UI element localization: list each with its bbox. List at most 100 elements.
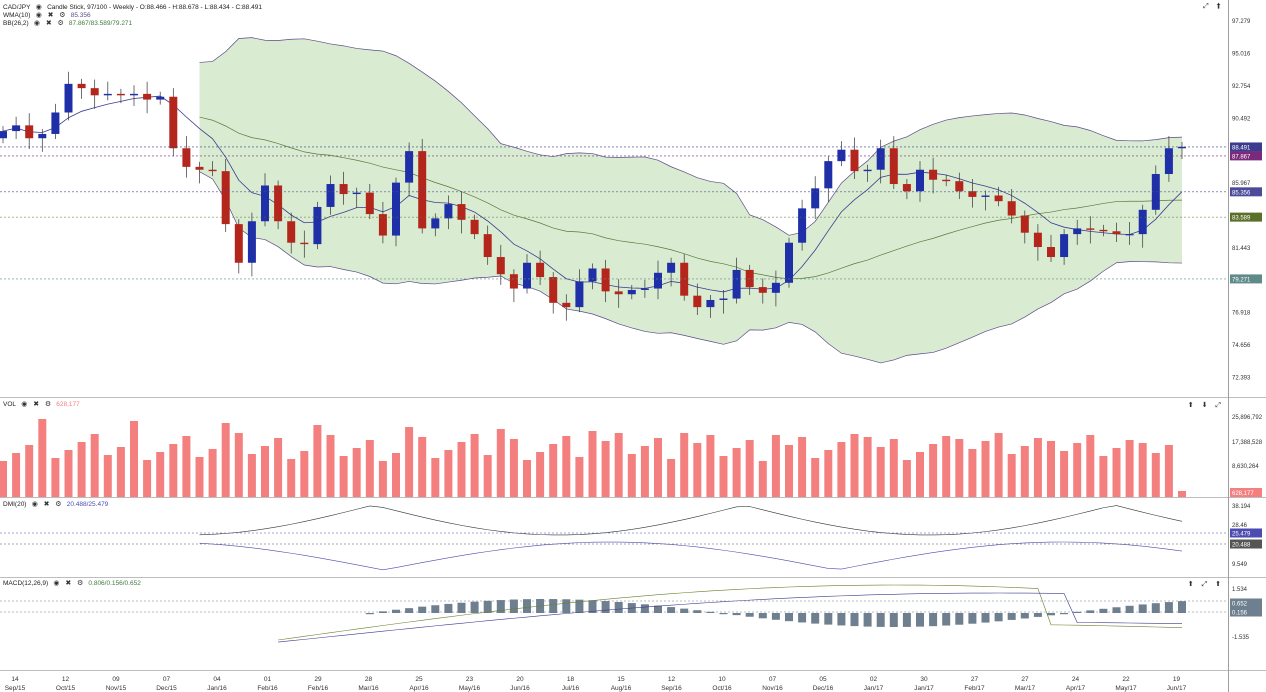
gear-icon[interactable]: ⚙	[44, 401, 52, 408]
bollinger-band-fill	[199, 37, 1182, 363]
x-axis-day-label: 28	[365, 676, 373, 683]
x-axis-month-label: Oct/16	[712, 685, 732, 692]
price-badge-label: 88.491	[1232, 145, 1251, 151]
volume-bar	[837, 442, 846, 497]
macd-histogram-bar	[1138, 604, 1147, 613]
candle	[876, 148, 885, 170]
candle	[667, 262, 676, 273]
volume-bar	[654, 438, 662, 497]
visibility-eye-icon[interactable]: ◉	[35, 12, 42, 19]
candle	[274, 185, 283, 222]
pane-controls-vol[interactable]: ⬆ ⬇ ⤢	[1187, 402, 1224, 409]
volume-bar	[745, 440, 754, 497]
volume-tick-label: 25,896,792	[1232, 415, 1263, 421]
volume-bar	[1138, 443, 1147, 497]
x-axis-month-label: Jun/16	[510, 685, 530, 692]
macd-pane[interactable]	[0, 578, 1266, 671]
candle	[837, 149, 846, 162]
visibility-eye-icon[interactable]: ◉	[33, 20, 41, 27]
close-icon[interactable]: ✖	[33, 401, 40, 408]
volume-bar	[64, 450, 73, 497]
x-axis-month-label: Sep/15	[5, 685, 26, 692]
gear-icon[interactable]: ⚙	[55, 501, 62, 508]
candle	[169, 96, 178, 149]
x-axis-day-label: 25	[415, 676, 423, 683]
macd-histogram-bar	[942, 613, 951, 626]
price-pane[interactable]	[0, 0, 1266, 398]
x-axis-month-label: Apr/17	[1066, 685, 1086, 692]
volume-bar	[352, 448, 361, 497]
price-badge	[1230, 142, 1262, 152]
gear-icon[interactable]: ⚙	[76, 580, 84, 587]
candle	[509, 274, 518, 289]
dmi-value: 20.488/25.479	[66, 501, 109, 508]
price-tick-label: 92.754	[1232, 84, 1251, 90]
volume-bar	[850, 434, 859, 497]
dmi-label: DMI(20)	[3, 501, 27, 508]
candle	[549, 277, 558, 303]
macd-histogram-bar	[771, 613, 780, 620]
volume-bar	[902, 460, 911, 497]
candle	[1151, 174, 1160, 210]
volume-bar	[785, 445, 793, 497]
x-axis-month-label: Dec/16	[813, 685, 834, 692]
volume-bar	[889, 439, 898, 497]
volume-bar	[221, 423, 230, 497]
candle	[261, 185, 269, 222]
macd-badge-label: 0.156	[1232, 611, 1248, 617]
wma-value: 85.356	[70, 12, 91, 19]
price-badge-label: 85.356	[1232, 190, 1251, 196]
candle	[1164, 148, 1173, 175]
macd-histogram-bar	[745, 613, 754, 617]
macd-histogram-bar	[693, 610, 702, 613]
candle	[798, 208, 807, 243]
close-icon[interactable]: ✖	[43, 501, 50, 508]
pane-controls-macd[interactable]: ⬆ ⤢ ⬆	[1187, 581, 1224, 588]
close-icon[interactable]: ✖	[45, 20, 52, 27]
close-icon[interactable]: ✖	[65, 580, 72, 587]
candle	[1138, 209, 1147, 235]
macd-histogram-bar	[1178, 601, 1186, 613]
macd-histogram-bar	[1151, 603, 1160, 613]
candle	[339, 184, 348, 195]
macd-histogram-bar	[405, 608, 414, 613]
volume-bar	[627, 454, 636, 497]
candle	[103, 93, 112, 96]
volume-bar	[300, 451, 309, 497]
volume-bar	[771, 435, 780, 497]
visibility-eye-icon[interactable]: ◉	[53, 580, 60, 587]
dmi-pane[interactable]	[0, 498, 1266, 578]
volume-bar	[693, 443, 702, 497]
volume-bar	[588, 431, 597, 497]
macd-histogram-bar	[1099, 608, 1108, 613]
volume-pane[interactable]	[0, 398, 1266, 498]
macd-histogram-bar	[378, 611, 387, 613]
gear-icon[interactable]: ⚙	[57, 20, 64, 27]
macd-histogram-bar	[1020, 613, 1029, 619]
macd-histogram-bar	[575, 599, 584, 613]
visibility-eye-icon[interactable]: ◉	[21, 401, 28, 408]
volume-bar	[798, 437, 807, 497]
macd-histogram-bar	[614, 601, 623, 613]
dmi-badge	[1230, 539, 1262, 549]
x-axis-day-label: 14	[11, 676, 19, 683]
main-legend: CAD/JPY ◉ Candle Stick, 97/100 - Weekly …	[3, 4, 265, 12]
volume-bar	[470, 434, 479, 497]
visibility-eye-icon[interactable]: ◉	[31, 501, 38, 508]
pane-controls-main[interactable]: ⤢ ⬆	[1203, 3, 1224, 10]
candle	[470, 219, 479, 235]
volume-bar	[130, 421, 138, 497]
candle	[444, 204, 453, 219]
vol-label: VOL	[3, 401, 17, 408]
gear-icon[interactable]: ⚙	[59, 12, 66, 19]
x-axis-month-label: Jan/17	[914, 685, 934, 692]
x-axis-month-label: May/17	[1115, 685, 1137, 692]
volume-bar	[378, 461, 387, 497]
macd-histogram-bar	[418, 606, 427, 613]
volume-bar	[1164, 445, 1173, 497]
visibility-eye-icon[interactable]: ◉	[35, 4, 42, 11]
volume-tick-label: 17,388,528	[1232, 440, 1263, 446]
close-icon[interactable]: ✖	[47, 12, 54, 19]
volume-bar	[261, 446, 269, 497]
candle	[758, 287, 767, 293]
